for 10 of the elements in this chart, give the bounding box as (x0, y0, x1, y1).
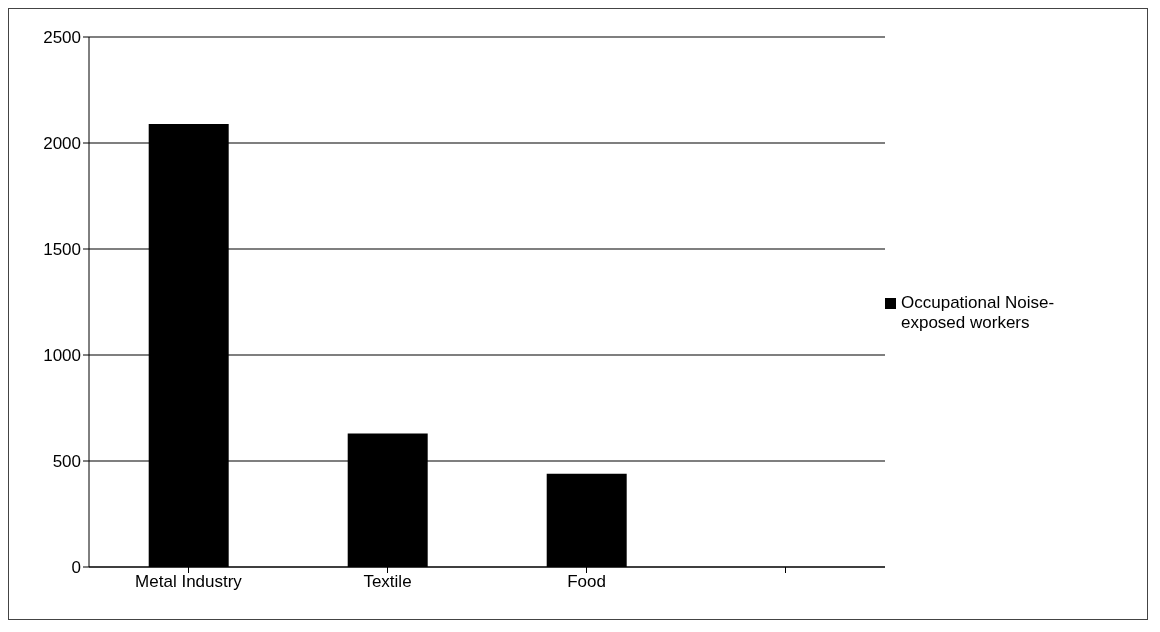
y-tick-label: 1000 (43, 346, 81, 366)
y-tick-label: 2000 (43, 134, 81, 154)
legend-label: Occupational Noise-exposed workers (901, 293, 1056, 333)
y-tick-label: 0 (71, 558, 81, 578)
y-tick-label: 2500 (43, 28, 81, 48)
x-tick-label: Textile (363, 572, 412, 592)
y-tick-label: 1500 (43, 240, 81, 260)
x-tick-label: Metal Industry (135, 572, 243, 592)
x-tick-label: Food (567, 572, 606, 592)
y-tick-label: 500 (52, 452, 81, 472)
